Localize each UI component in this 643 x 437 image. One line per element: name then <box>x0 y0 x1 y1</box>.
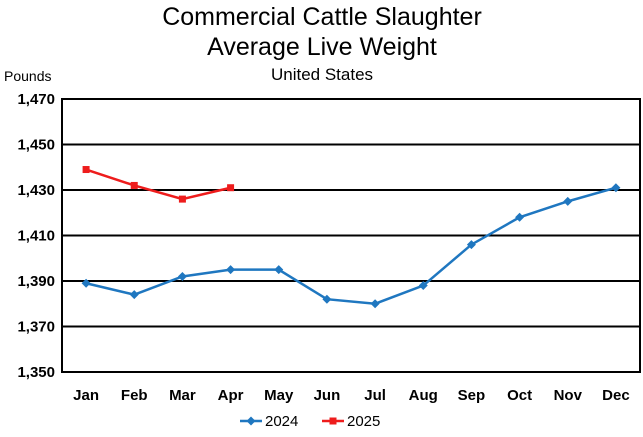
x-tick-label: Mar <box>169 387 196 404</box>
x-tick-label: Jul <box>364 387 386 404</box>
data-point <box>130 181 138 189</box>
data-point <box>322 294 332 304</box>
legend-item-2025: 2025 <box>322 413 380 430</box>
chart-title-line-1: Commercial Cattle Slaughter <box>162 3 482 31</box>
data-point <box>246 416 256 426</box>
data-point <box>274 265 284 275</box>
y-tick-label: 1,430 <box>17 182 55 199</box>
x-tick-label: Nov <box>554 387 583 404</box>
x-tick-label: Apr <box>218 387 244 404</box>
x-tick-label: Sep <box>458 387 486 404</box>
data-point <box>611 183 621 193</box>
data-point <box>178 195 186 203</box>
data-point <box>81 278 91 288</box>
x-tick-label: Aug <box>409 387 438 404</box>
data-point <box>466 240 476 250</box>
y-tick-label: 1,470 <box>17 91 55 108</box>
chart-subtitle: United States <box>271 65 373 84</box>
data-point <box>418 281 428 291</box>
data-point <box>226 265 236 275</box>
y-tick-label: 1,370 <box>17 319 55 336</box>
x-axis-ticks: Jan Feb Mar Apr May Jun Jul Aug Sep Oct Nov Dec <box>73 387 630 404</box>
x-tick-label: May <box>264 387 294 404</box>
data-point <box>329 417 337 425</box>
data-point <box>82 166 90 174</box>
y-tick-label: 1,450 <box>17 137 55 154</box>
x-tick-label: Dec <box>602 387 630 404</box>
data-point <box>563 196 573 206</box>
y-tick-label: 1,390 <box>17 273 55 290</box>
series-2025 <box>82 166 235 203</box>
legend-item-2024: 2024 <box>240 413 298 430</box>
y-axis-label: Pounds <box>4 68 51 84</box>
y-axis-ticks: 1,350 1,370 1,390 1,410 1,430 1,450 1,470 <box>17 91 55 381</box>
x-tick-label: Jun <box>314 387 341 404</box>
legend-label: 2024 <box>265 413 298 430</box>
x-tick-label: Oct <box>507 387 532 404</box>
data-point <box>227 184 235 192</box>
data-point <box>177 271 187 281</box>
x-tick-label: Feb <box>121 387 148 404</box>
legend: 2024 2025 <box>240 413 380 430</box>
data-point <box>129 290 139 300</box>
series-2024 <box>81 183 621 309</box>
x-tick-label: Jan <box>73 387 99 404</box>
series-line <box>85 168 231 201</box>
y-tick-label: 1,410 <box>17 228 55 245</box>
data-point <box>515 212 525 222</box>
data-point <box>370 299 380 309</box>
y-tick-label: 1,350 <box>17 364 55 381</box>
series-layer <box>81 166 621 309</box>
series-line <box>85 186 617 306</box>
gridlines <box>62 143 640 328</box>
chart-title-line-2: Average Live Weight <box>207 33 437 61</box>
plot-area-frame <box>61 98 641 373</box>
legend-label: 2025 <box>347 413 380 430</box>
